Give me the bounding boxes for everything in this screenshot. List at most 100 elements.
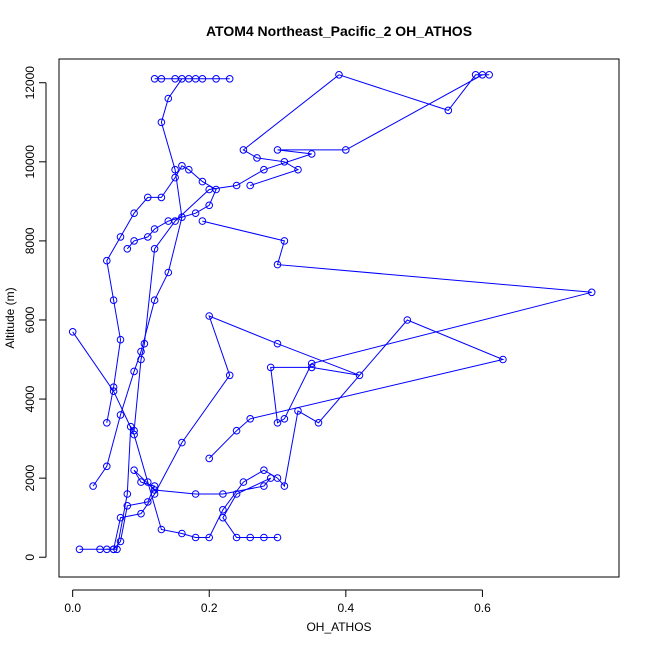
x-tick-label: 0.2 bbox=[201, 601, 218, 615]
data-point bbox=[109, 296, 118, 305]
data-point bbox=[198, 217, 207, 225]
data-point bbox=[205, 312, 213, 320]
data-point bbox=[150, 486, 159, 494]
data-point bbox=[68, 328, 77, 336]
series-line bbox=[106, 165, 217, 423]
data-point bbox=[266, 474, 275, 482]
data-point bbox=[335, 71, 343, 79]
data-point bbox=[485, 71, 494, 79]
data-point bbox=[342, 146, 350, 154]
y-axis-label: Altitude (m) bbox=[3, 287, 17, 348]
data-point bbox=[178, 529, 186, 538]
data-point bbox=[75, 545, 84, 554]
data-point bbox=[144, 498, 152, 506]
data-point bbox=[232, 490, 241, 498]
data-point bbox=[157, 118, 166, 127]
series-line bbox=[92, 78, 230, 487]
data-point bbox=[280, 158, 289, 166]
data-point bbox=[164, 94, 173, 103]
data-point bbox=[171, 165, 179, 174]
series-line bbox=[106, 220, 592, 550]
data-point bbox=[280, 415, 289, 423]
series-line bbox=[79, 74, 490, 550]
y-tick-label: 2000 bbox=[23, 464, 37, 491]
data-point bbox=[294, 165, 302, 174]
data-point bbox=[130, 430, 138, 439]
series-6 bbox=[103, 162, 220, 427]
y-tick-label: 8000 bbox=[23, 227, 37, 254]
x-axis-label: OH_ATHOS bbox=[306, 620, 371, 634]
data-point bbox=[587, 288, 596, 297]
data-point bbox=[191, 490, 200, 498]
data-point bbox=[205, 454, 213, 463]
data-point bbox=[307, 363, 316, 372]
series-4 bbox=[89, 75, 234, 490]
data-point bbox=[266, 363, 275, 372]
data-point bbox=[253, 154, 261, 162]
data-point bbox=[150, 225, 159, 233]
data-point bbox=[123, 502, 132, 510]
data-point bbox=[273, 419, 282, 427]
data-point bbox=[116, 335, 125, 344]
y-tick-label: 10000 bbox=[23, 145, 37, 179]
data-point bbox=[116, 233, 125, 241]
data-point bbox=[219, 506, 227, 514]
series-5 bbox=[109, 466, 282, 554]
data-point bbox=[130, 209, 138, 217]
x-tick-label: 0.4 bbox=[337, 601, 354, 615]
data-point bbox=[280, 482, 289, 490]
data-point bbox=[246, 181, 254, 190]
x-tick-label: 0.0 bbox=[64, 601, 81, 615]
data-point bbox=[150, 245, 159, 253]
data-point bbox=[137, 509, 145, 518]
data-point bbox=[273, 339, 282, 348]
data-point bbox=[103, 256, 111, 265]
data-point bbox=[144, 233, 152, 241]
data-point bbox=[444, 106, 453, 115]
data-point bbox=[164, 268, 173, 277]
data-point bbox=[150, 75, 159, 83]
x-tick-label: 0.6 bbox=[474, 601, 491, 615]
data-point bbox=[225, 75, 234, 83]
plot-frame bbox=[58, 58, 620, 578]
data-point bbox=[273, 260, 282, 269]
y-axis: 0 2000 4000 6000 8000 10000 12000 bbox=[23, 66, 47, 561]
y-tick-label: 12000 bbox=[23, 66, 37, 100]
y-tick-label: 6000 bbox=[23, 306, 37, 333]
data-point bbox=[355, 371, 364, 380]
data-point bbox=[232, 533, 241, 542]
data-point bbox=[123, 245, 132, 253]
data-point bbox=[205, 533, 213, 542]
data-point bbox=[109, 383, 118, 392]
data-point bbox=[225, 371, 234, 380]
data-point bbox=[280, 237, 289, 245]
series-3 bbox=[68, 316, 507, 542]
data-point bbox=[246, 533, 254, 542]
data-point bbox=[123, 490, 132, 498]
data-point bbox=[198, 177, 207, 186]
data-point bbox=[150, 296, 159, 305]
data-point bbox=[499, 355, 507, 364]
data-point bbox=[137, 347, 145, 356]
data-point bbox=[191, 533, 200, 542]
data-point bbox=[232, 181, 241, 190]
data-point bbox=[471, 71, 480, 79]
data-point bbox=[171, 173, 179, 182]
data-point bbox=[89, 482, 97, 490]
data-point bbox=[260, 482, 268, 490]
data-point bbox=[130, 237, 138, 245]
data-point bbox=[198, 75, 207, 83]
data-point bbox=[205, 201, 213, 210]
series-line bbox=[72, 319, 505, 538]
data-point bbox=[157, 193, 166, 202]
y-tick-label: 4000 bbox=[23, 385, 37, 412]
data-point bbox=[403, 316, 412, 324]
y-tick-label: 0 bbox=[23, 554, 37, 561]
data-point bbox=[103, 419, 111, 427]
data-point bbox=[130, 466, 138, 475]
data-point bbox=[164, 217, 173, 225]
data-point bbox=[260, 533, 268, 542]
data-point bbox=[260, 466, 268, 475]
data-point bbox=[116, 513, 125, 522]
data-point bbox=[307, 359, 316, 368]
